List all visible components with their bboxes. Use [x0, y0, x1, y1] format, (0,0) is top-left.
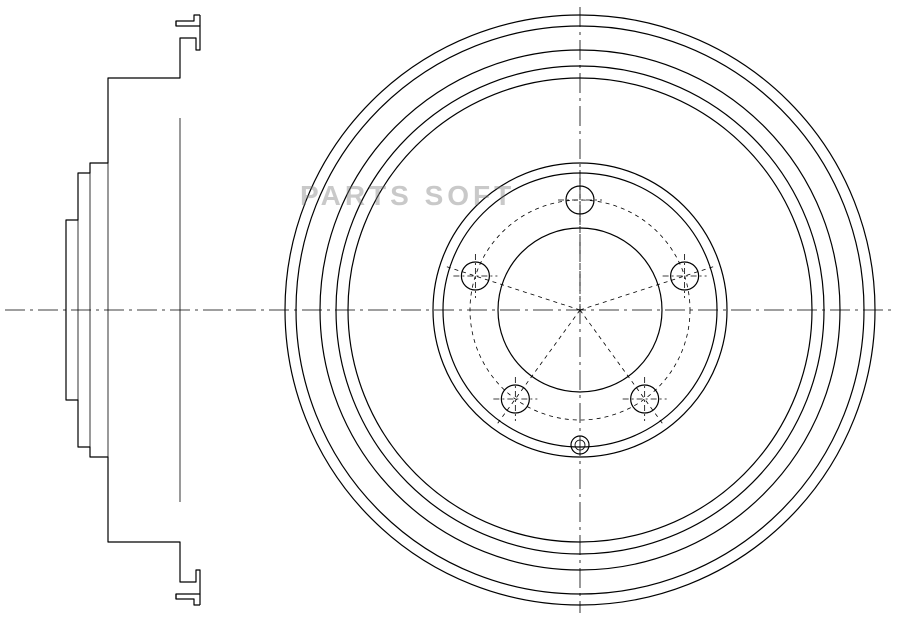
- technical-drawing: [0, 0, 900, 620]
